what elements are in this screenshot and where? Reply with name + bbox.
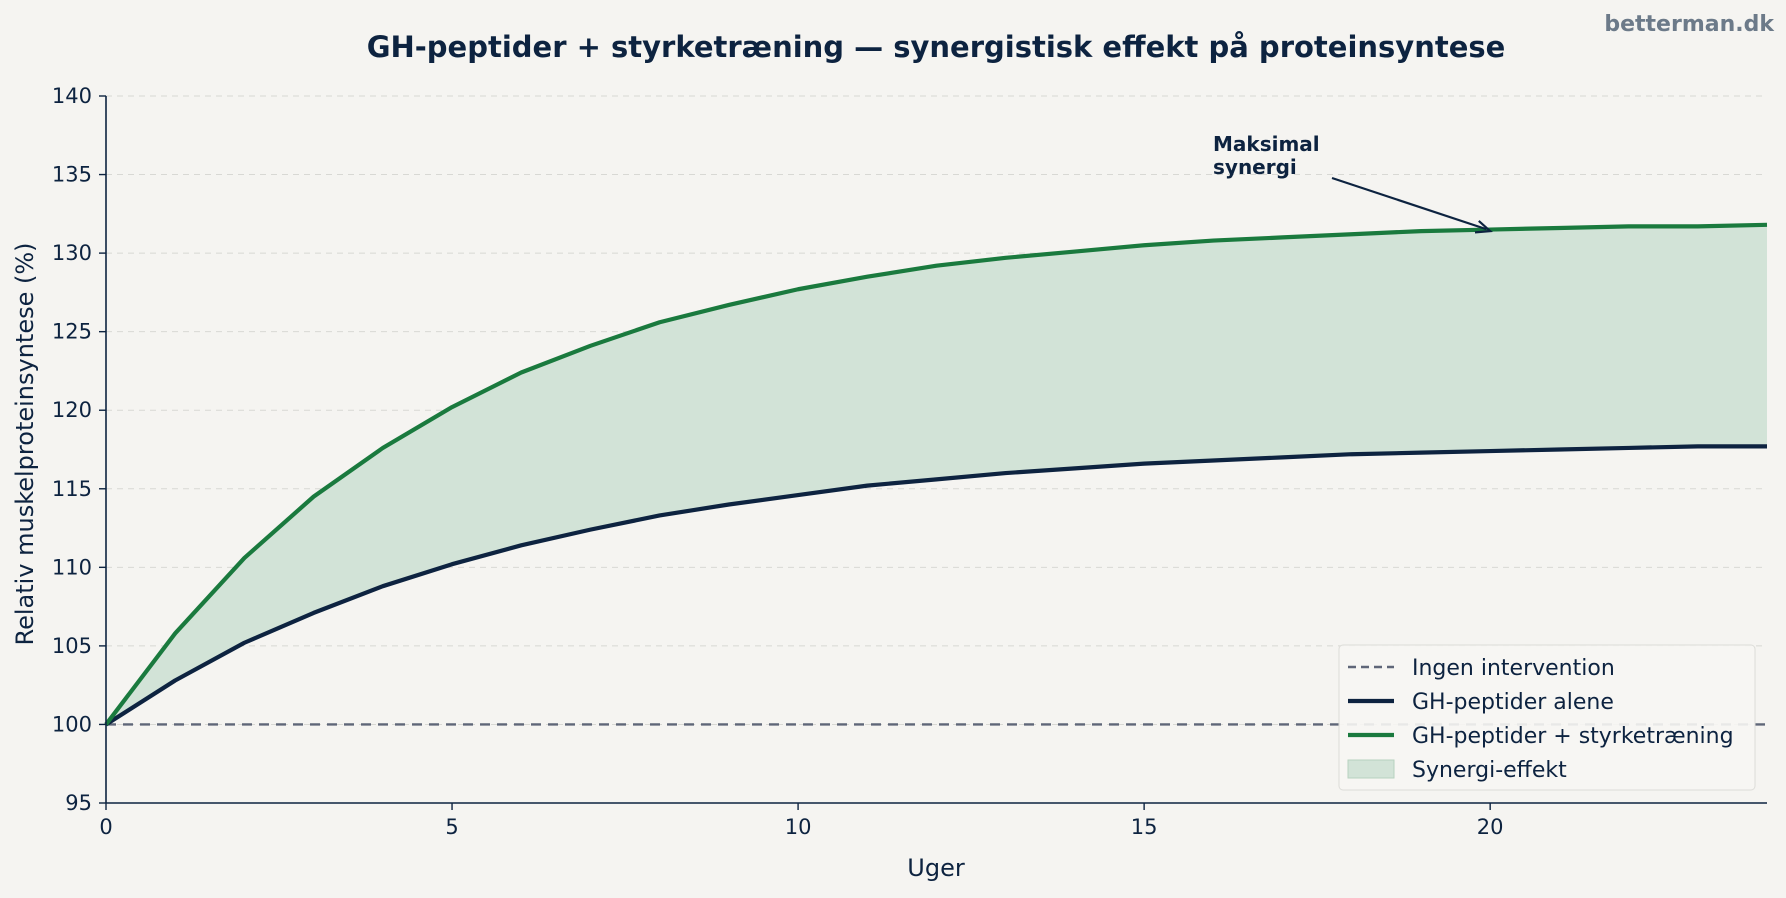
x-tick-label: 15 — [1131, 815, 1158, 839]
legend-swatch — [1347, 759, 1395, 779]
annotation-arrow-line — [1331, 176, 1487, 231]
y-tick-label: 100 — [52, 712, 92, 736]
annotation-text: synergi — [1213, 155, 1297, 179]
series-line — [104, 222, 1768, 726]
axes: 95 100 105 110 115 120 125 130 135 140 0 5 10 15 20 — [52, 84, 1767, 839]
legend: Ingen intervention GH-peptider alene GH-pe… — [1338, 644, 1756, 791]
y-tick-label: 115 — [52, 477, 92, 501]
y-tick-label: 105 — [52, 634, 92, 658]
annotation-arrow-head — [1474, 220, 1493, 234]
synergy-area — [106, 224, 1767, 725]
legend-label: Synergi-effekt — [1412, 758, 1567, 783]
y-tick-label: 125 — [52, 320, 92, 344]
x-tick-label: 5 — [445, 815, 458, 839]
legend-label: GH-peptider alene — [1412, 690, 1614, 715]
x-tick-label: 10 — [785, 815, 812, 839]
y-tick-label: 135 — [52, 163, 92, 187]
y-tick-label: 130 — [52, 241, 92, 265]
y-tick-label: 140 — [52, 84, 92, 108]
y-tick-label: 110 — [52, 555, 92, 579]
y-tick-label: 120 — [52, 398, 92, 422]
legend-label: Ingen intervention — [1412, 656, 1615, 681]
series-line — [104, 444, 1767, 727]
y-axis-label: Relativ muskelproteinsyntese (%) — [11, 242, 39, 645]
annotation-text: Maksimal — [1213, 132, 1320, 156]
watermark: betterman.dk — [1604, 12, 1774, 37]
x-axis-label: Uger — [907, 854, 965, 882]
legend-label: GH-peptider + styrketræning — [1412, 724, 1734, 749]
x-tick-label: 0 — [99, 815, 112, 839]
y-tick-label: 95 — [65, 791, 92, 815]
legend-box — [1338, 644, 1756, 791]
x-tick-label: 20 — [1477, 815, 1504, 839]
chart-title: GH-peptider + styrketræning — synergisti… — [367, 30, 1506, 64]
